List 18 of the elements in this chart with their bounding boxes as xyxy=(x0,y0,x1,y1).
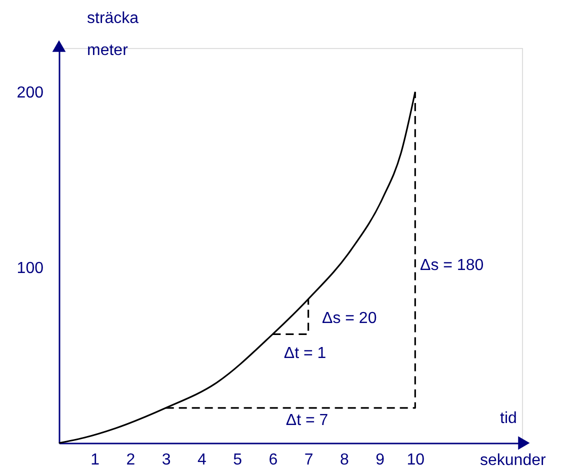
x-tick-label: 2 xyxy=(126,452,136,468)
annotation: Δs = 180 xyxy=(420,257,484,274)
annotation: Δt = 1 xyxy=(284,345,326,362)
text: tid sekunder xyxy=(480,410,546,469)
y-tick-label: 200 xyxy=(16,84,44,102)
x-tick-label: 8 xyxy=(340,452,349,468)
x-tick-label: 3 xyxy=(162,452,171,468)
x-tick-label: 6 xyxy=(268,452,278,468)
x-tick-label: 4 xyxy=(198,452,207,468)
x-tick-label: 5 xyxy=(233,452,242,468)
y-tick-label: 100 xyxy=(16,260,44,277)
annotation: Δs = 20 xyxy=(322,310,377,327)
x-tick-label: 1 xyxy=(90,452,100,468)
y-axis-title: sträcka meter xyxy=(87,10,139,59)
x-tick-label: 10 xyxy=(406,452,425,468)
x-tick-label: 9 xyxy=(376,452,385,468)
annotation: Δt = 7 xyxy=(286,412,328,429)
x-tick-label: 7 xyxy=(304,452,314,468)
